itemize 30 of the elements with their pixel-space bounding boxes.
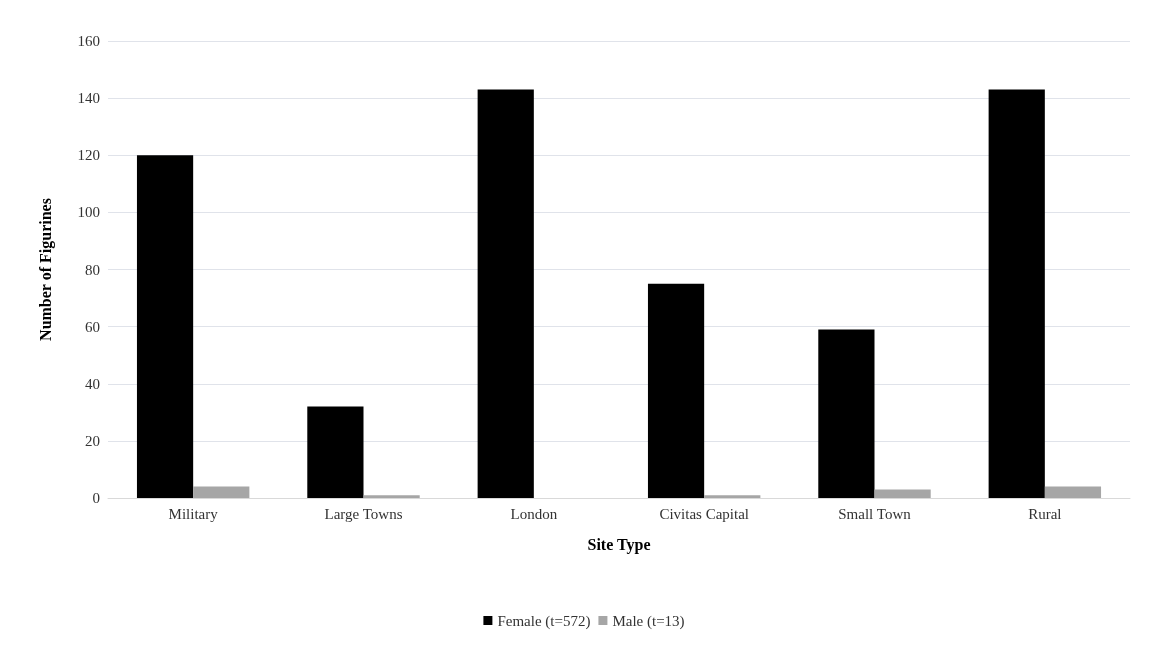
bar <box>874 489 931 498</box>
bar <box>704 495 761 498</box>
y-tick-label: 120 <box>77 147 100 164</box>
y-tick-label: 20 <box>85 432 100 449</box>
bar <box>477 89 534 498</box>
y-tick-label: 0 <box>92 490 100 506</box>
x-tick-label: Civitas Capital <box>659 505 749 522</box>
legend-label: Female (t=572) <box>497 612 591 630</box>
bar <box>988 89 1045 498</box>
x-tick-label: London <box>510 505 558 522</box>
y-tick-label: 60 <box>85 318 100 335</box>
bar <box>307 406 364 498</box>
bar <box>818 329 875 498</box>
x-tick-label: Rural <box>1028 505 1062 522</box>
y-tick-label: 140 <box>77 90 100 107</box>
bar <box>363 495 420 498</box>
bar <box>647 283 705 498</box>
x-tick-label: Large Towns <box>324 505 403 522</box>
x-axis-title: Site Type <box>587 535 651 554</box>
bar <box>193 486 250 498</box>
x-tick-label: Military <box>168 505 219 522</box>
y-tick-label: 100 <box>77 204 100 221</box>
x-tick-label: Small Town <box>838 505 912 522</box>
legend-label: Male (t=13) <box>612 612 685 630</box>
bar <box>136 155 194 498</box>
y-tick-label: 40 <box>85 375 100 392</box>
y-tick-label: 80 <box>85 261 100 278</box>
bar <box>1044 486 1102 498</box>
y-axis-title: Number of Figurines <box>36 198 55 341</box>
y-tick-label: 160 <box>77 33 100 49</box>
